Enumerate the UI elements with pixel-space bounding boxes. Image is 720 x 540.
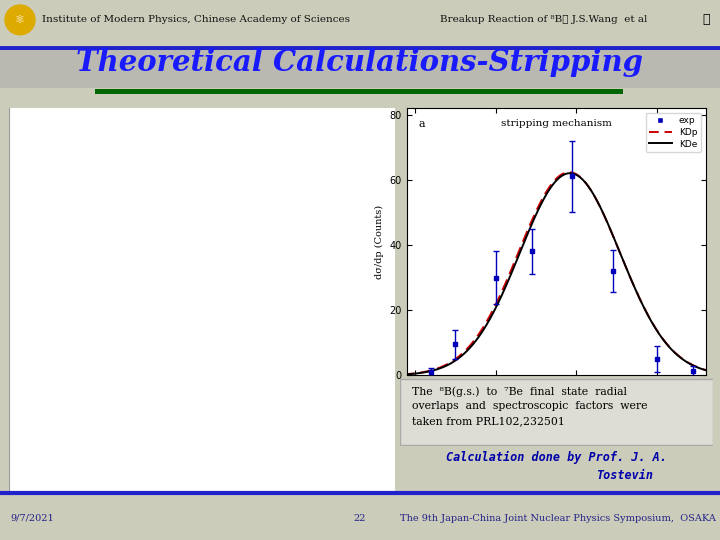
Text: 22: 22 bbox=[354, 514, 366, 523]
FancyBboxPatch shape bbox=[9, 0, 720, 491]
Text: Tostevin: Tostevin bbox=[597, 469, 654, 482]
Bar bbox=[0, 50, 720, 88]
Text: ⚛: ⚛ bbox=[15, 15, 25, 25]
Text: The  ⁸B(g.s.)  to  ⁷Be  final  state  radial
overlaps  and  spectroscopic  facto: The ⁸B(g.s.) to ⁷Be final state radial o… bbox=[412, 386, 647, 426]
Y-axis label: dσ/dp (Counts): dσ/dp (Counts) bbox=[375, 205, 384, 279]
Text: Calculation done by Prof. J. A.: Calculation done by Prof. J. A. bbox=[446, 451, 667, 464]
Text: Breakup Reaction of ⁸B， J.S.Wang  et al: Breakup Reaction of ⁸B， J.S.Wang et al bbox=[440, 15, 647, 24]
Text: Theoretical Calculations-Stripping: Theoretical Calculations-Stripping bbox=[76, 48, 644, 77]
X-axis label: ⁷Be longitudinal momentum (MeV/c): ⁷Be longitudinal momentum (MeV/c) bbox=[466, 396, 647, 405]
FancyBboxPatch shape bbox=[400, 379, 713, 445]
Text: stripping mechanism: stripping mechanism bbox=[501, 119, 611, 127]
Text: The 9th Japan-China Joint Nuclear Physics Symposium,  OSAKA: The 9th Japan-China Joint Nuclear Physic… bbox=[400, 514, 716, 523]
Text: 9/7/2021: 9/7/2021 bbox=[10, 514, 54, 523]
Circle shape bbox=[5, 5, 35, 35]
Text: Institute of Modern Physics, Chinese Academy of Sciences: Institute of Modern Physics, Chinese Aca… bbox=[42, 15, 350, 24]
Legend: exp, KDp, KDe: exp, KDp, KDe bbox=[646, 112, 701, 152]
Text: 🔬: 🔬 bbox=[703, 14, 710, 26]
Bar bbox=[95, 89, 623, 94]
Text: a: a bbox=[419, 119, 426, 129]
